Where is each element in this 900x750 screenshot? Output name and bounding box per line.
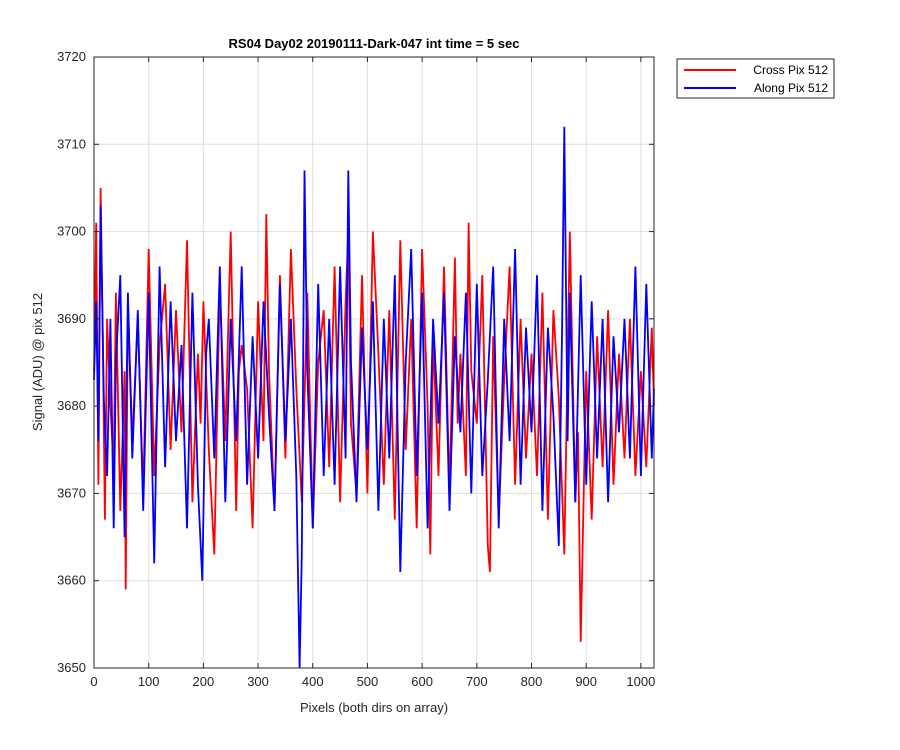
x-tick-label: 500 <box>357 674 379 689</box>
x-axis-label: Pixels (both dirs on array) <box>300 700 448 715</box>
legend-box <box>676 58 835 99</box>
y-tick-label: 3690 <box>57 311 86 326</box>
y-tick-label: 3660 <box>57 573 86 588</box>
x-tick-label: 1000 <box>626 674 655 689</box>
series-lines <box>93 126 655 669</box>
x-tick-label: 400 <box>302 674 324 689</box>
y-tick-label: 3670 <box>57 485 86 500</box>
y-tick-label: 3680 <box>57 398 86 413</box>
y-tick-label: 3650 <box>57 660 86 675</box>
series-line-along-pix-512 <box>93 126 655 669</box>
x-tick-label: 200 <box>193 674 215 689</box>
y-tick-label: 3720 <box>57 49 86 64</box>
legend-label-along: Along Pix 512 <box>754 81 828 95</box>
legend: Cross Pix 512 Along Pix 512 <box>676 58 835 99</box>
axis-ticks: 0 100 200 300 400 500 600 700 800 900 1000 3650 3660… <box>57 49 655 689</box>
x-tick-label: 300 <box>247 674 269 689</box>
y-tick-label: 3710 <box>57 136 86 151</box>
x-tick-label: 800 <box>521 674 543 689</box>
x-tick-label: 700 <box>466 674 488 689</box>
series-line-cross-pix-512 <box>93 187 655 642</box>
x-tick-label: 900 <box>575 674 597 689</box>
legend-label-cross: Cross Pix 512 <box>753 63 828 77</box>
y-axis-label: Signal (ADU) @ pix 512 <box>30 293 45 431</box>
x-tick-label: 600 <box>411 674 433 689</box>
x-tick-label: 0 <box>90 674 97 689</box>
chart-title: RS04 Day02 20190111-Dark-047 int time = … <box>229 36 520 51</box>
plot-area-frame <box>93 56 655 669</box>
x-tick-label: 100 <box>138 674 160 689</box>
y-tick-label: 3700 <box>57 224 86 239</box>
